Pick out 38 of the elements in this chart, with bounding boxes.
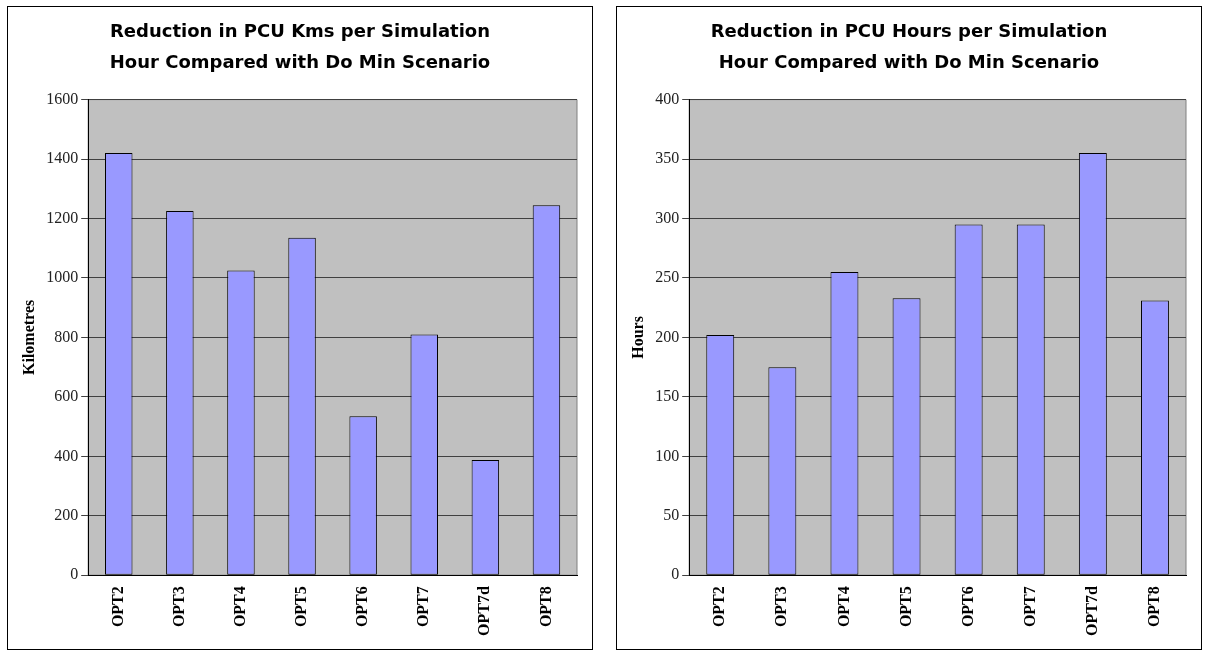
y-tick-label: 0 — [70, 565, 79, 583]
y-tick-label: 50 — [663, 505, 680, 523]
y-tick-label: 400 — [655, 89, 680, 107]
y-tick-label: 1400 — [46, 149, 79, 167]
x-tick-label: OPT8 — [1145, 586, 1163, 628]
y-tick-label: 1200 — [46, 208, 79, 226]
x-tick-label: OPT5 — [896, 586, 914, 628]
x-tick-label: OPT7 — [414, 586, 432, 628]
x-tick-label: OPT3 — [169, 586, 187, 628]
y-tick-label: 200 — [655, 327, 680, 345]
x-tick-label: OPT7d — [475, 586, 493, 637]
x-tick-label: OPT7 — [1020, 586, 1038, 628]
x-tick-label: OPT4 — [834, 586, 852, 628]
y-tick-label: 0 — [671, 565, 680, 583]
y-tick-label: 150 — [655, 387, 680, 405]
y-tick-label: 250 — [655, 268, 680, 286]
y-tick-label: 800 — [54, 327, 79, 345]
chart-title: Reduction in PCU Kms per Simulation Hour Compared with Do Min Scenario — [108, 19, 492, 74]
x-tick-label: OPT2 — [710, 586, 728, 628]
y-tick-label: 350 — [655, 149, 680, 167]
x-tick-label: OPT5 — [292, 586, 310, 628]
x-tick-label: OPT2 — [108, 586, 126, 628]
x-tick-label: OPT3 — [772, 586, 790, 628]
y-axis-title: Kilometres — [19, 299, 37, 376]
y-tick-label: 300 — [655, 208, 680, 226]
y-tick-label: 200 — [54, 505, 79, 523]
x-tick-label: OPT4 — [231, 586, 249, 628]
y-tick-label: 400 — [54, 446, 79, 464]
x-tick-label: OPT6 — [958, 586, 976, 628]
y-tick-label: 100 — [655, 446, 680, 464]
y-axis-title: Hours — [628, 316, 646, 359]
y-tick-label: 1600 — [46, 89, 79, 107]
y-tick-label: 1000 — [46, 268, 79, 286]
chart-title: Reduction in PCU Hours per Simulation Hour Compared with Do Min Scenario — [709, 19, 1109, 74]
x-tick-label: OPT6 — [353, 586, 371, 628]
x-tick-label: OPT7d — [1082, 586, 1100, 637]
y-tick-label: 600 — [54, 387, 79, 405]
x-tick-label: OPT8 — [536, 586, 554, 628]
